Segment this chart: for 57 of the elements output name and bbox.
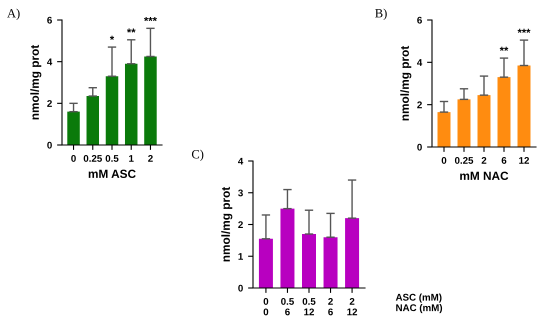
- bar: [280, 208, 294, 288]
- annotation: ***: [144, 16, 157, 22]
- x-axis-title: mM ASC: [88, 170, 136, 178]
- bar: [498, 77, 510, 147]
- x-tick-label: 0: [71, 154, 76, 162]
- x-tick-label: 2: [482, 156, 486, 164]
- x-tick-label: 1: [129, 155, 134, 162]
- bar: [67, 112, 80, 145]
- annotation: *: [110, 36, 114, 40]
- x-tick-label: 2 12: [347, 298, 358, 316]
- y-axis-title: nmol/mg prot: [30, 44, 42, 120]
- bar: [438, 112, 450, 147]
- x-tick-label: 0.5 6: [281, 298, 294, 316]
- x-tick-label: 2: [148, 154, 153, 162]
- x-tick-label: 2 6: [328, 298, 333, 316]
- y-tick-label: 2: [238, 221, 243, 228]
- chart-title: C): [192, 150, 204, 161]
- y-tick-label: 0: [417, 144, 422, 151]
- y-tick-label: 0: [238, 284, 243, 292]
- y-tick-label: 6: [47, 16, 52, 24]
- bar: [518, 66, 530, 147]
- y-tick-label: 6: [417, 16, 422, 24]
- x-tick-label: 0 0: [264, 298, 268, 316]
- y-tick-label: 2: [47, 100, 52, 107]
- x-tick-label: 6: [502, 156, 506, 164]
- bar: [144, 56, 157, 145]
- bar: [86, 96, 100, 145]
- y-tick-label: 1: [238, 253, 244, 260]
- x-tick-label: 12: [519, 156, 530, 164]
- x-tick-label: 0.25: [454, 156, 474, 164]
- x-tick-label: 0: [442, 156, 446, 164]
- chart-title: B): [375, 8, 387, 20]
- x-tick-label: 0.5 12: [302, 298, 316, 316]
- y-tick-label: 4: [417, 59, 422, 66]
- bar: [458, 99, 470, 147]
- annotation: **: [126, 28, 136, 33]
- bar: [345, 218, 360, 288]
- bar: [258, 238, 273, 288]
- x-axis-title: mM NAC: [460, 172, 508, 180]
- y-tick-label: 0: [47, 142, 52, 149]
- annotation: **: [500, 46, 508, 51]
- bar: [106, 76, 118, 145]
- y-tick-label: 2: [417, 101, 422, 108]
- bar: [302, 234, 316, 288]
- y-tick-label: 3: [238, 189, 243, 196]
- y-tick-label: 4: [47, 58, 52, 66]
- chart-title: A): [7, 8, 20, 20]
- text: ASC (mM) NAC (mM): [396, 294, 442, 314]
- bar: [478, 95, 490, 147]
- y-axis-title: nmol/mg prot: [221, 186, 232, 262]
- bar: [124, 64, 138, 145]
- x-tick-label: 0.5: [106, 154, 118, 162]
- annotation: ***: [518, 28, 530, 33]
- x-tick-label: 0.25: [84, 154, 102, 162]
- y-axis-title: nmol/mg prot: [400, 46, 412, 120]
- bar: [324, 237, 338, 288]
- y-tick-label: 4: [238, 158, 244, 165]
